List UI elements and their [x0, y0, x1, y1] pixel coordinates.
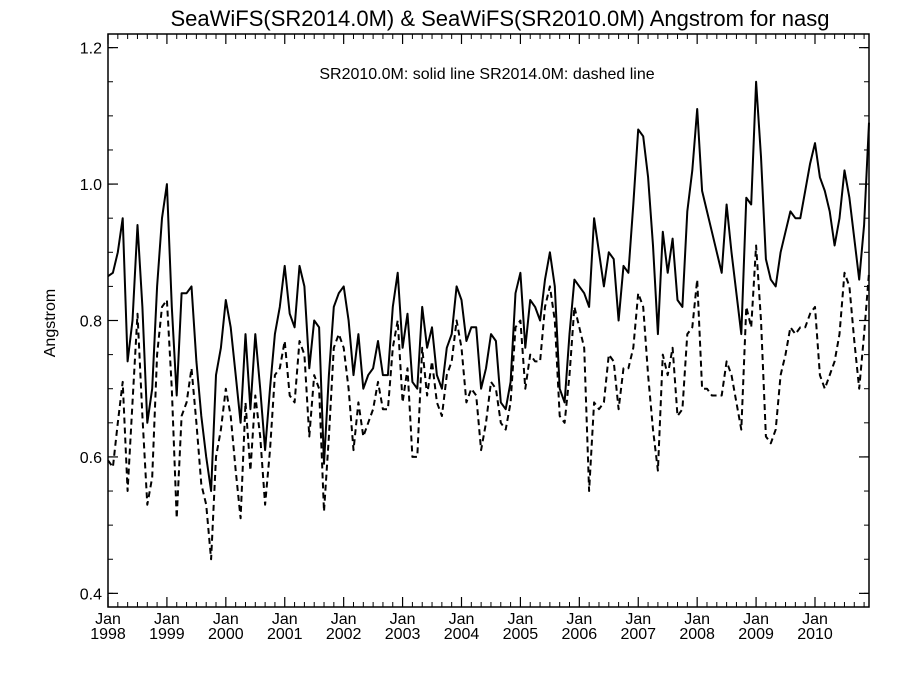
x-tick-label-month: Jan: [566, 611, 592, 628]
x-tick-label-year: 2004: [444, 626, 480, 643]
x-tick-label-month: Jan: [684, 611, 710, 628]
y-axis-label: Angstrom: [42, 289, 59, 357]
x-tick-label-month: Jan: [272, 611, 298, 628]
series-layer: [107, 80, 870, 561]
x-tick-label-month: Jan: [625, 611, 651, 628]
x-tick-label-month: Jan: [508, 611, 534, 628]
x-tick-label-month: Jan: [331, 611, 357, 628]
x-tick-label-year: 2000: [208, 626, 244, 643]
x-tick-label-year: 2009: [738, 626, 774, 643]
y-tick-label: 0.6: [80, 450, 102, 467]
x-tick-label-year: 2003: [385, 626, 421, 643]
y-tick-label: 0.4: [80, 586, 102, 603]
x-tick-label-year: 2002: [326, 626, 362, 643]
x-tick-label-month: Jan: [95, 611, 121, 628]
x-tick-label-year: 2007: [620, 626, 656, 643]
x-tick-label-month: Jan: [213, 611, 239, 628]
y-tick-label: 1.2: [80, 41, 102, 58]
x-tick-label-month: Jan: [743, 611, 769, 628]
x-tick-label-year: 2010: [797, 626, 833, 643]
x-tick-label-year: 2008: [679, 626, 715, 643]
chart-title: SeaWiFS(SR2014.0M) & SeaWiFS(SR2010.0M) …: [170, 6, 829, 31]
x-tick-label-month: Jan: [154, 611, 180, 628]
x-tick-label-month: Jan: [449, 611, 475, 628]
legend-annotation: SR2010.0M: solid line SR2014.0M: dashed …: [319, 66, 654, 83]
x-tick-label-year: 2005: [503, 626, 539, 643]
y-tick-label: 0.8: [80, 314, 102, 331]
series-dashed-line: [107, 244, 870, 561]
x-tick-label-year: 2001: [267, 626, 303, 643]
x-tick-label-month: Jan: [802, 611, 828, 628]
x-tick-label-year: 2006: [562, 626, 598, 643]
x-tick-label-year: 1998: [90, 626, 126, 643]
series-solid-line: [107, 80, 870, 492]
x-tick-label-year: 1999: [149, 626, 185, 643]
minor-ticks: [108, 34, 869, 607]
y-tick-label: 1.0: [80, 177, 102, 194]
x-axis: Jan1998Jan1999Jan2000Jan2001Jan2002Jan20…: [90, 34, 833, 643]
y-axis: 0.4 0.6 0.8 1.0 1.2: [80, 41, 869, 603]
x-tick-label-month: Jan: [390, 611, 416, 628]
